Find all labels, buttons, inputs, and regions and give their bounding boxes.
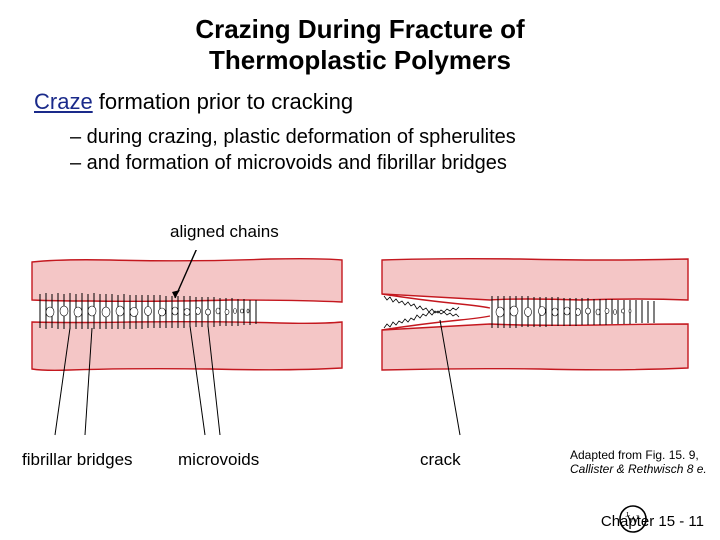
citation-line-1: Adapted from Fig. 15. 9, [570, 448, 699, 462]
citation-line-2: Callister & Rethwisch 8 e. [570, 462, 707, 476]
title-line-2: Thermoplastic Polymers [0, 45, 720, 76]
craze-diagram [30, 250, 690, 430]
footer-prefix: Chapter 15 - [601, 513, 689, 530]
title-line-1: Crazing During Fracture of [0, 14, 720, 45]
citation: Adapted from Fig. 15. 9, Callister & Ret… [570, 448, 710, 477]
subtitle: Craze formation prior to cracking [34, 89, 720, 115]
footer-page: 11 [688, 513, 704, 530]
footer: Chapter 15 - 11 [601, 513, 704, 530]
subtitle-rest: formation prior to cracking [93, 89, 353, 114]
subtitle-underlined: Craze [34, 89, 93, 114]
label-microvoids: microvoids [178, 450, 259, 470]
bullet-2: – and formation of microvoids and fibril… [70, 151, 720, 177]
label-fibrillar: fibrillar bridges [22, 450, 133, 470]
label-aligned-chains: aligned chains [170, 222, 279, 242]
label-crack: crack [420, 450, 461, 470]
bullet-1: – during crazing, plastic deformation of… [70, 125, 720, 151]
